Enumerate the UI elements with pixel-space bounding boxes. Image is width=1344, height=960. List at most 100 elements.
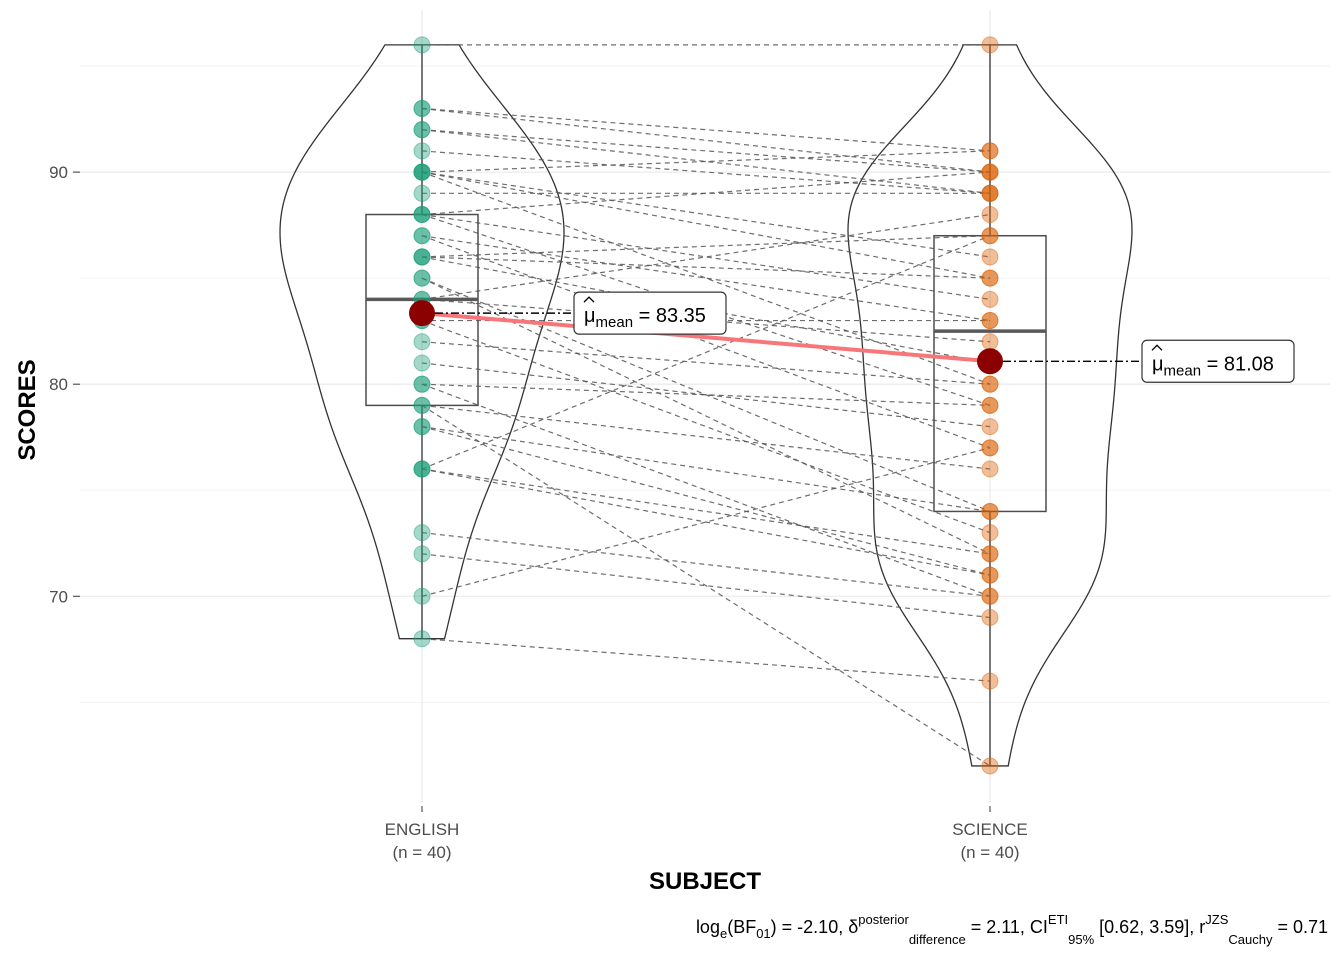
pair-line: [421, 383, 991, 597]
data-point: [413, 460, 431, 478]
data-point: [981, 248, 999, 266]
data-point: [413, 206, 431, 224]
data-point: [413, 163, 431, 181]
data-point: [981, 333, 999, 351]
data-point: [981, 184, 999, 202]
data-point: [981, 227, 999, 245]
pair-line: [421, 426, 991, 576]
x-tick-label: ENGLISH: [385, 820, 460, 839]
data-point: [981, 375, 999, 393]
mean-label-hat: [1151, 344, 1163, 351]
x-tick-label: SCIENCE: [952, 820, 1028, 839]
data-point: [413, 227, 431, 245]
data-point: [981, 396, 999, 414]
data-point: [413, 163, 431, 181]
pair-line: [421, 341, 991, 385]
y-tick-label: 70: [49, 587, 68, 606]
mean-point: [409, 300, 435, 327]
pair-line: [421, 235, 991, 258]
pair-line: [421, 298, 991, 343]
pair-line: [421, 235, 991, 470]
violin-outline: [279, 44, 565, 640]
data-point: [981, 375, 999, 393]
gridlines: [80, 10, 1330, 802]
mean-markers: [409, 300, 1003, 375]
mean-label-text: μmean = 81.08: [1152, 353, 1274, 379]
data-point: [981, 566, 999, 584]
data-point: [413, 36, 431, 54]
data-point: [981, 545, 999, 563]
data-point: [981, 757, 999, 775]
pair-line: [421, 235, 991, 449]
pair-line: [421, 171, 991, 258]
statistics-caption: loge(BF01) = -2.10, δposteriordifference…: [696, 912, 1328, 947]
data-point: [981, 566, 999, 584]
pair-line: [421, 213, 991, 300]
data-point: [413, 375, 431, 393]
data-point: [981, 524, 999, 542]
data-point: [981, 460, 999, 478]
mean-label-hat: [583, 296, 595, 303]
data-point: [413, 418, 431, 436]
pair-line: [421, 150, 991, 173]
pair-line: [421, 468, 991, 555]
data-point: [981, 439, 999, 457]
data-point: [981, 36, 999, 54]
data-point: [413, 121, 431, 139]
data-point: [981, 184, 999, 202]
mean-connector-line: [421, 311, 991, 364]
data-point: [413, 354, 431, 372]
data-point: [413, 248, 431, 266]
data-point: [981, 163, 999, 181]
data-point: [981, 396, 999, 414]
data-point: [413, 206, 431, 224]
data-point: [981, 312, 999, 330]
data-point: [413, 206, 431, 224]
data-point: [981, 163, 999, 181]
pair-line: [421, 171, 991, 216]
mean-point: [977, 348, 1003, 375]
axes: SUBJECT SCORES 70 80 90 ENGLISH (n = 40) SCIE…: [14, 163, 1028, 895]
pair-line: [421, 129, 991, 173]
y-axis-title: SCORES: [14, 359, 41, 460]
data-point: [413, 269, 431, 287]
data-point: [413, 163, 431, 181]
x-axis-title: SUBJECT: [649, 868, 761, 895]
data-point: [981, 608, 999, 626]
pair-line: [421, 213, 991, 300]
data-point: [981, 587, 999, 605]
data-point: [981, 206, 999, 224]
data-points: [413, 36, 999, 775]
data-point: [981, 227, 999, 245]
mean-labels: μmean = 83.35 μmean = 81.08: [435, 291, 1295, 383]
data-point: [413, 184, 431, 202]
pair-line: [421, 383, 991, 406]
y-tick-label: 80: [49, 375, 68, 394]
mean-label-text: μmean = 83.35: [584, 305, 706, 331]
pair-line: [421, 447, 991, 597]
data-point: [413, 524, 431, 542]
pair-line: [421, 468, 991, 576]
data-point: [981, 587, 999, 605]
x-tick-n-label: (n = 40): [960, 843, 1019, 862]
pair-line: [421, 235, 991, 322]
pair-line: [421, 150, 991, 194]
data-point: [413, 227, 431, 245]
data-point: [981, 502, 999, 520]
pair-line: [421, 171, 991, 279]
data-point: [981, 672, 999, 690]
data-point: [413, 375, 431, 393]
pair-line: [421, 107, 991, 152]
data-point: [413, 269, 431, 287]
data-point: [981, 142, 999, 160]
y-tick-label: 90: [49, 163, 68, 182]
data-point: [981, 502, 999, 520]
data-point: [413, 630, 431, 648]
data-point: [413, 418, 431, 436]
pair-line: [421, 638, 991, 682]
data-point: [413, 248, 431, 266]
data-point: [413, 545, 431, 563]
pair-line: [421, 277, 991, 512]
data-point: [981, 418, 999, 436]
